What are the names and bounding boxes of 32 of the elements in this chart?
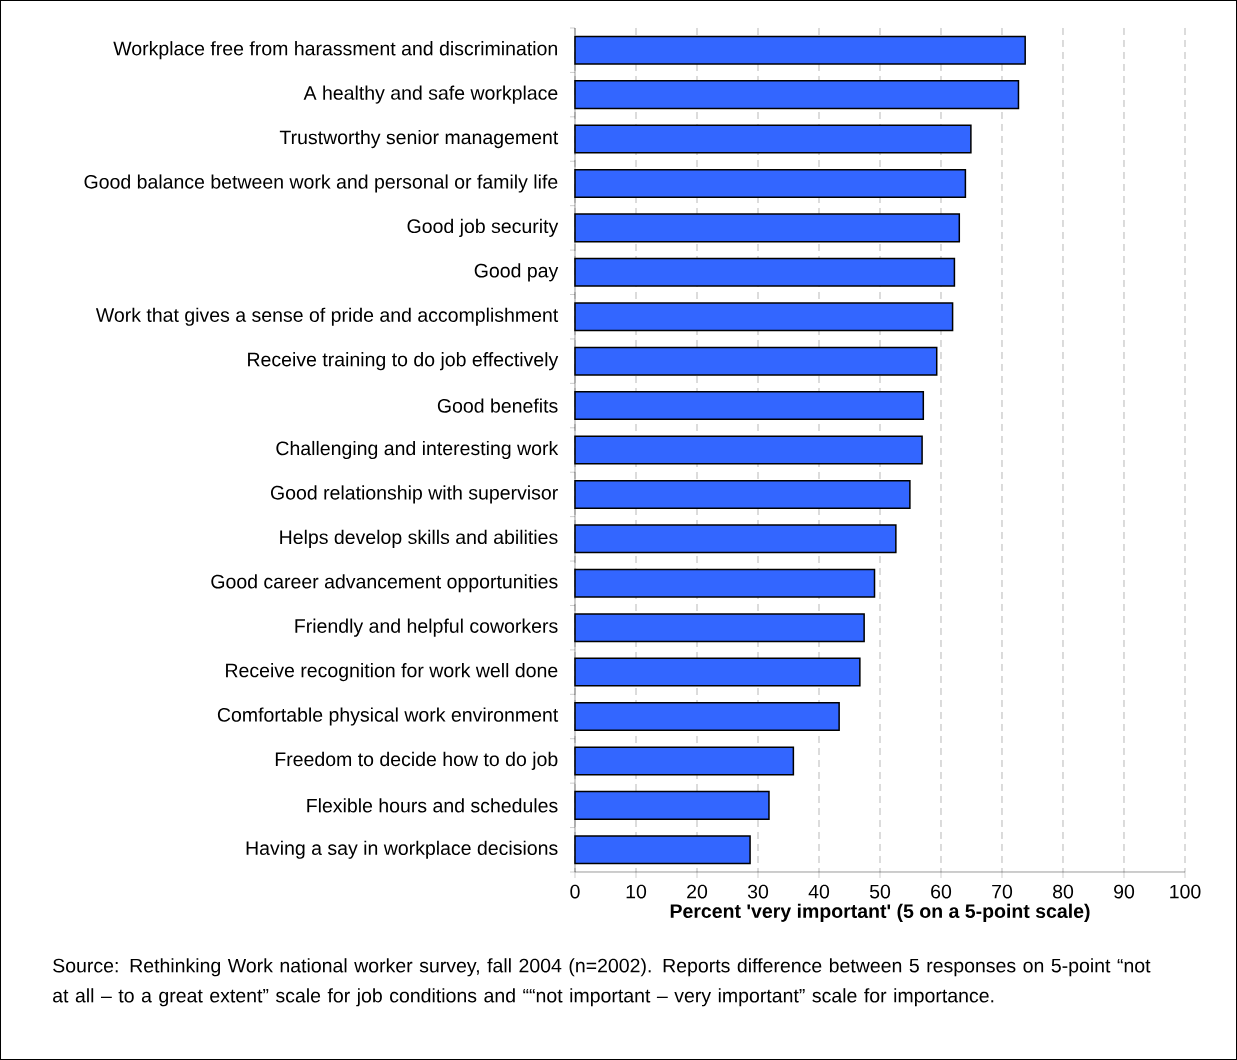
source-note: Source: Rethinking Work national worker survey, fall 2004 (n=2002). Reports difference between 5 responses on 5-point “not at all – to a great extent” scale for job conditions and ““not important – very important” scale for importance. (53, 958, 1151, 1007)
x-tick-label: 90 (1114, 884, 1135, 899)
x-tick-label: 60 (931, 884, 952, 899)
y-tick-label: Receive recognition for work well done (226, 663, 558, 682)
x-tick-label: 100 (1170, 884, 1201, 899)
x-tick-label: 30 (747, 884, 769, 899)
x-tick-label: 50 (869, 884, 891, 899)
x-tick-label: 40 (808, 884, 830, 899)
y-tick-label: Helps develop skills and abilities (280, 529, 558, 548)
y-tick-label: Good benefits (437, 398, 558, 413)
y-tick-label: Good career advancement opportunities (211, 574, 558, 593)
y-tick-label: A healthy and safe workplace (303, 85, 558, 104)
x-tick-label: 10 (626, 884, 647, 899)
x-tick-label: 70 (992, 884, 1013, 899)
y-tick-label: Friendly and helpful coworkers (295, 618, 558, 637)
x-tick-label: 20 (687, 884, 708, 899)
y-tick-label: Having a say in workplace decisions (246, 840, 558, 859)
y-tick-label: Trustworthy senior management (279, 129, 559, 149)
x-tick-label: 0 (570, 884, 580, 899)
y-tick-label: Receive training to do job effectively (248, 352, 559, 371)
y-tick-label: Good relationship with supervisor (270, 485, 558, 504)
y-tick-label: Flexible hours and schedules (307, 798, 558, 813)
x-tick-label: 80 (1053, 884, 1074, 899)
y-tick-label: Good pay (474, 263, 559, 282)
y-tick-label: Work that gives a sense of pride and accomplishment (95, 307, 559, 326)
x-axis-title: Percent 'very important' (5 on a 5-point scale) (670, 903, 1090, 922)
y-tick-label: Workplace free from harassment and discrimination (113, 41, 557, 60)
y-tick-label: Good balance between work and personal or family life (84, 174, 558, 193)
y-tick-label: Challenging and interesting work (276, 440, 559, 460)
y-tick-label: Comfortable physical work environment (217, 707, 559, 726)
y-tick-label: Good job security (407, 218, 559, 237)
y-tick-label: Freedom to decide how to do job (275, 751, 558, 771)
